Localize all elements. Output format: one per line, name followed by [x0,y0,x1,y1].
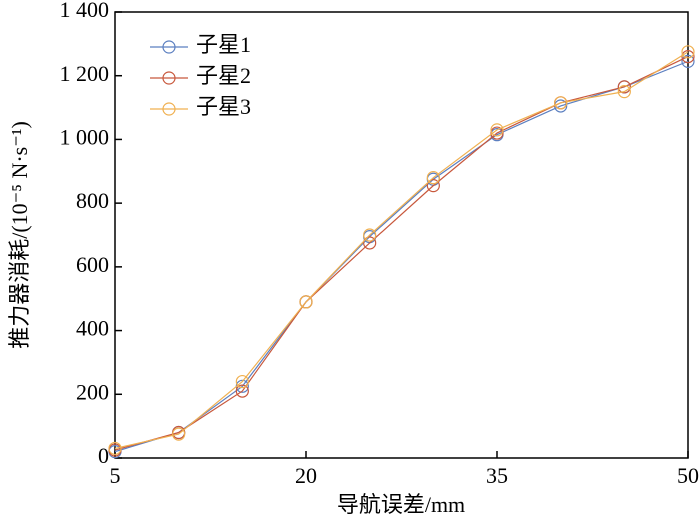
legend-marker [162,71,176,85]
marker [490,123,504,137]
legend-label: 子星3 [196,94,251,119]
series-line [114,51,689,450]
y-tick-label: 600 [76,252,109,277]
marker [108,441,122,456]
marker [235,374,249,389]
marker [681,49,695,64]
legend-marker [162,40,176,54]
marker [363,228,377,242]
marker [617,85,631,99]
y-tick-label: 1 000 [60,124,110,149]
series-line [114,56,689,451]
y-tick-label: 400 [76,316,109,341]
x-axis-label: 导航误差/mm [337,492,465,517]
plot-frame [114,11,689,459]
x-tick-label: 50 [677,463,699,488]
x-tick-label: 35 [486,463,508,488]
series-line [114,60,689,453]
marker [426,179,440,193]
marker [363,236,377,250]
x-tick-label: 20 [295,463,317,488]
y-tick-label: 1 200 [60,61,110,86]
marker [172,427,186,441]
marker [426,171,440,185]
marker [554,96,568,110]
legend-label: 子星1 [196,32,251,57]
y-tick-label: 1 400 [60,0,110,22]
marker [681,54,695,68]
legend-marker [162,102,176,116]
y-tick-label: 200 [76,379,109,404]
marker [299,295,313,309]
marker [235,384,249,398]
x-tick-label: 5 [110,463,121,488]
y-axis-label: 推力器消耗/(10⁻⁵ N·s⁻¹) [7,121,32,349]
y-tick-label: 800 [76,188,109,213]
legend-label: 子星2 [196,63,251,88]
y-tick-label: 0 [98,443,109,468]
marker [681,45,695,59]
marker [490,126,504,140]
marker [617,80,631,94]
